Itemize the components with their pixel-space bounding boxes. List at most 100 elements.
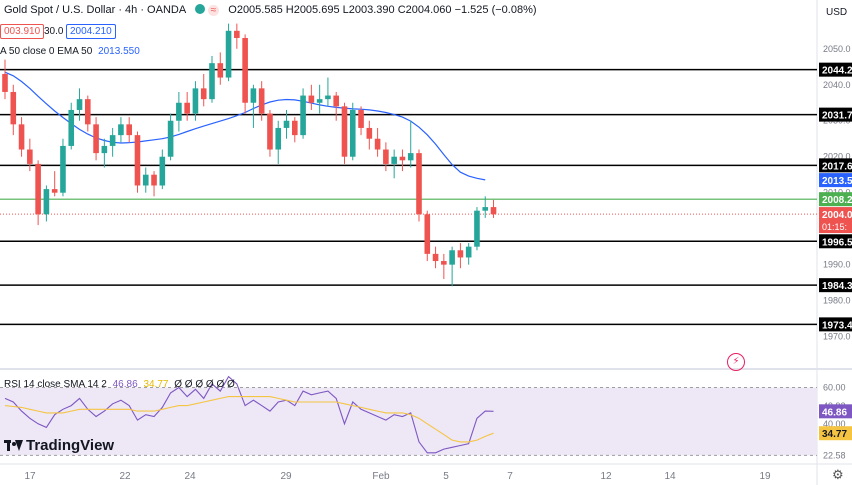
candle-body[interactable] [316,99,323,103]
candle-body[interactable] [134,135,141,186]
symbol-title[interactable]: Gold Spot / U.S. Dollar · 4h · OANDA [4,4,186,16]
lightning-icon[interactable]: ⚡ [727,353,745,371]
candle-body[interactable] [250,88,257,103]
candle-body[interactable] [118,124,124,136]
candle-body[interactable] [151,174,157,186]
candle-body[interactable] [27,149,33,164]
rsi-ma-line[interactable] [4,396,494,443]
level-price-label: 2044.2 [822,66,852,77]
candle-body[interactable] [374,138,381,150]
spread-value: 30.0 [44,26,64,37]
candle-body[interactable] [366,127,373,139]
level-price-tag [819,278,852,293]
candle-body[interactable] [85,99,91,125]
candle-body[interactable] [267,113,273,150]
bar-countdown-label: 01:15: [822,222,847,232]
current-price-label: 2004.0 [822,210,852,221]
candle-body[interactable] [200,88,207,100]
level-price-label: 1984.3 [822,281,852,292]
level-price-label: 2017.6 [822,161,852,172]
tradingview-logo[interactable]: TradingView [4,437,114,454]
candle-body[interactable] [275,127,282,150]
candle-body[interactable] [176,102,182,121]
candle-body[interactable] [341,106,348,157]
candle-body[interactable] [391,156,397,164]
candle-body[interactable] [482,207,489,211]
rsi-ma-value-label: 34.77 [822,429,847,440]
candle-body[interactable] [51,189,58,193]
candle-body[interactable] [225,30,232,78]
candle-body[interactable] [441,261,447,265]
candle-body[interactable] [109,135,116,146]
rsi-tick-label: 40.00 [823,419,846,429]
candle-body[interactable] [35,163,41,215]
tradingview-brand: TradingView [26,437,115,454]
candle-body[interactable] [184,102,190,114]
candle-body[interactable] [416,153,422,215]
ema-legend-label: A 50 close 0 EMA 50 [0,46,93,57]
ema-legend[interactable]: A 50 close 0 EMA 50 2013.550 [0,46,140,57]
candle-body[interactable] [358,109,364,128]
rsi-ma-legend-value: 34.77 [143,379,169,390]
buy-price-button[interactable]: 2004.210 [66,24,116,39]
candle-body[interactable] [424,214,431,254]
candle-body[interactable] [283,120,290,128]
level-price-tag [819,234,852,249]
level-price-tag [819,62,852,77]
candle-body[interactable] [465,246,472,258]
time-tick-label: 19 [759,471,771,482]
price-tick-label: 1980.0 [823,296,851,306]
candle-body[interactable] [2,73,8,92]
rsi-value-tag [819,404,852,419]
candle-body[interactable] [18,124,25,150]
candle-body[interactable] [325,95,331,100]
candle-body[interactable] [457,250,464,258]
level-price-tag [819,158,852,173]
candle-body[interactable] [159,156,166,186]
level-price-label: 1996.5 [822,237,852,248]
candle-body[interactable] [242,37,248,103]
candle-body[interactable] [101,145,108,154]
price-tick-label: 2050.0 [823,44,851,54]
candle-body[interactable] [407,153,414,161]
candle-body[interactable] [449,250,455,265]
candle-body[interactable] [432,253,439,262]
candle-body[interactable] [43,189,50,215]
ema-legend-value: 2013.550 [98,46,140,57]
candle-body[interactable] [167,120,174,157]
currency-label: USD [826,7,848,18]
candle-body[interactable] [76,99,83,110]
candle-body[interactable] [383,149,389,164]
candle-body[interactable] [349,109,356,157]
candle-body[interactable] [490,207,497,215]
candle-body[interactable] [217,63,224,78]
candle-body[interactable] [399,156,406,161]
rsi-legend[interactable]: RSI 14 close SMA 14 2 46.86 34.77 Ø Ø Ø … [4,379,235,390]
rsi-value-label: 46.86 [822,407,847,418]
level-price-label: 1973.4 [822,320,852,331]
sell-price-button[interactable]: 003.910 [0,24,45,39]
candle-body[interactable] [292,120,298,136]
candle-body[interactable] [142,174,149,186]
candle-body[interactable] [10,91,17,125]
settings-gear-icon[interactable]: ⚙ [832,467,844,482]
candle-body[interactable] [126,124,132,136]
candle-body[interactable] [258,88,265,114]
time-tick-label: 24 [184,471,196,482]
candle-body[interactable] [474,210,480,247]
candle-body[interactable] [333,95,339,107]
rsi-legend-value: 46.86 [112,379,138,390]
candle-body[interactable] [60,145,66,193]
candle-body[interactable] [300,95,306,136]
candle-body[interactable] [192,88,199,114]
price-tick-label: 1990.0 [823,260,851,270]
rsi-line[interactable] [4,375,494,454]
time-tick-label: Feb [372,471,390,482]
rsi-tick-label: 60.00 [823,383,846,393]
candle-body[interactable] [209,63,215,100]
candle-body[interactable] [68,109,75,146]
candle-body[interactable] [93,124,99,154]
candle-body[interactable] [308,95,315,103]
candle-body[interactable] [234,30,240,38]
